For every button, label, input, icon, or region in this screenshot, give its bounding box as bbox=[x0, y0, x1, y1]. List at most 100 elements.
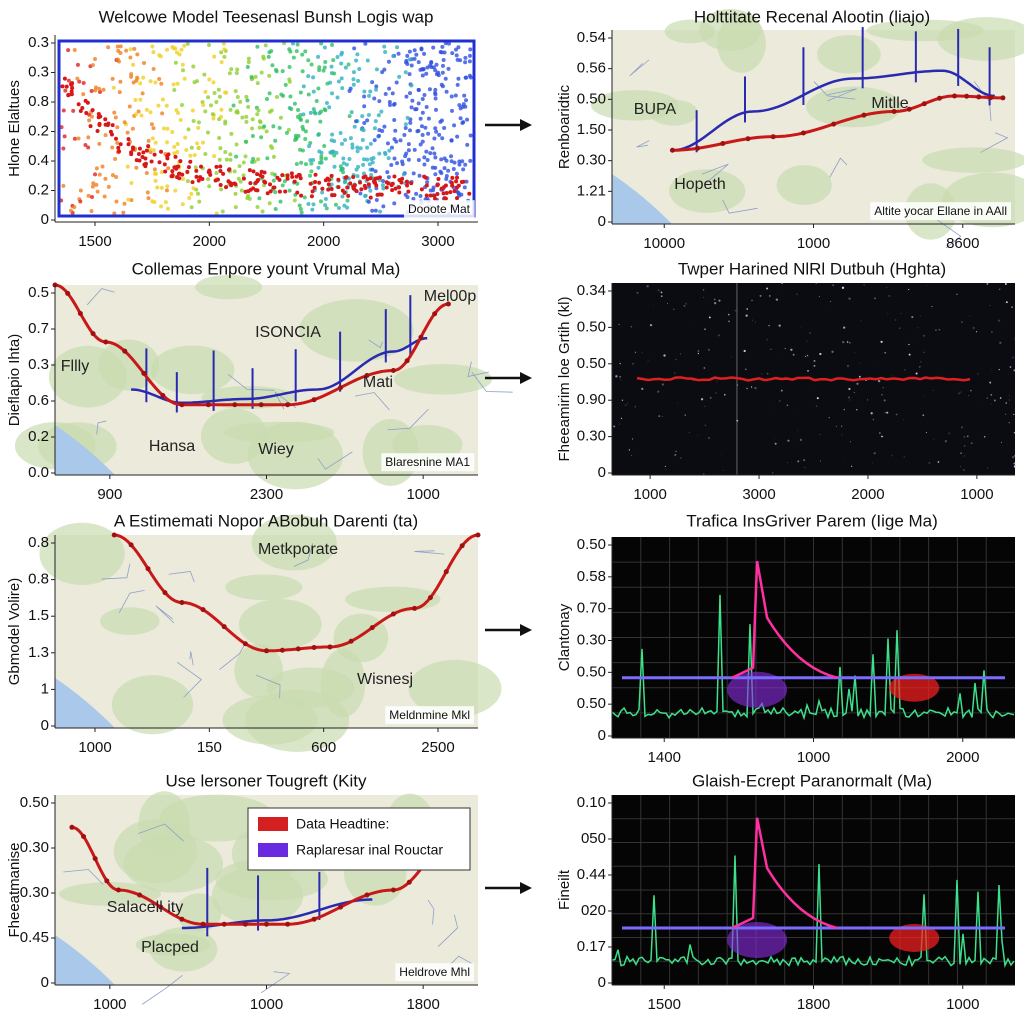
scatter-dot bbox=[422, 92, 427, 97]
scatter-dot bbox=[218, 169, 223, 174]
star bbox=[999, 288, 1001, 290]
scatter-dot bbox=[175, 142, 180, 147]
scatter-dot bbox=[273, 190, 278, 195]
star bbox=[708, 316, 711, 319]
red-dot bbox=[115, 887, 121, 893]
star bbox=[990, 330, 993, 333]
scatter-dot bbox=[175, 175, 180, 180]
map-terrain bbox=[266, 667, 355, 708]
x-tick-label: 1000 bbox=[633, 486, 666, 503]
y-tick-label: 020 bbox=[581, 902, 606, 919]
scatter-dot bbox=[308, 158, 313, 163]
star bbox=[886, 287, 888, 289]
scatter-dot bbox=[196, 178, 201, 183]
scatter-dot bbox=[77, 79, 82, 84]
scatter-dot bbox=[440, 70, 445, 75]
scatter-dot bbox=[333, 202, 338, 207]
scatter-dot bbox=[117, 149, 122, 154]
star bbox=[863, 366, 864, 367]
scatter-dot bbox=[128, 55, 133, 60]
scatter-dot bbox=[338, 131, 343, 136]
scatter-dot bbox=[394, 80, 399, 85]
scatter-dot bbox=[255, 81, 260, 86]
scatter-dot bbox=[118, 44, 123, 49]
star bbox=[977, 373, 979, 375]
scatter-dot bbox=[309, 62, 314, 67]
scatter-dot bbox=[373, 119, 378, 124]
map-annotation: Fllly bbox=[61, 358, 89, 375]
scatter-dot bbox=[130, 126, 135, 131]
scatter-dot bbox=[452, 160, 457, 165]
star bbox=[673, 372, 676, 374]
scatter-dot bbox=[306, 201, 311, 206]
scatter-dot bbox=[138, 81, 143, 86]
legend-label: Raplaresar inal Rouctar bbox=[296, 842, 443, 858]
scatter-dot bbox=[395, 45, 400, 50]
scatter-dot bbox=[291, 55, 296, 60]
star bbox=[713, 298, 716, 301]
map-border bbox=[471, 371, 513, 393]
scatter-dot bbox=[296, 107, 301, 112]
scatter-dot bbox=[301, 112, 306, 117]
scatter-dot bbox=[217, 136, 222, 141]
scatter-dot bbox=[97, 86, 102, 91]
star bbox=[843, 326, 846, 329]
scatter-dot bbox=[116, 48, 121, 53]
scatter-dot bbox=[377, 128, 382, 133]
scatter-dot bbox=[170, 130, 175, 135]
scatter-dot bbox=[370, 80, 375, 85]
y-axis-label: Fheeatmanise bbox=[6, 842, 23, 937]
scatter-dot bbox=[348, 136, 353, 141]
scatter-dot bbox=[330, 91, 335, 96]
star bbox=[849, 399, 851, 401]
scatter-dot bbox=[268, 189, 273, 194]
scatter-dot bbox=[83, 98, 88, 103]
scatter-dot bbox=[218, 183, 223, 188]
star bbox=[769, 407, 771, 409]
scatter-dot bbox=[436, 176, 441, 181]
scatter-dot bbox=[292, 101, 297, 106]
star bbox=[808, 389, 810, 391]
red-dot bbox=[179, 402, 185, 408]
scatter-dot bbox=[336, 177, 341, 182]
scatter-dot bbox=[165, 126, 170, 131]
scatter-dot bbox=[248, 181, 253, 186]
scatter-dot bbox=[86, 193, 91, 198]
scatter-dot bbox=[253, 74, 258, 79]
scatter-dot bbox=[432, 136, 437, 141]
red-dot bbox=[861, 112, 867, 118]
star bbox=[620, 379, 622, 381]
scatter-dot bbox=[95, 128, 100, 133]
map-annotation: Hopeth bbox=[674, 176, 726, 193]
scatter-dot bbox=[110, 76, 115, 81]
scatter-dot bbox=[300, 124, 305, 129]
star bbox=[825, 351, 827, 353]
scatter-dot bbox=[351, 82, 356, 87]
star bbox=[631, 454, 633, 456]
scatter-dot bbox=[323, 60, 328, 65]
map-border bbox=[141, 974, 183, 1005]
scatter-dot bbox=[450, 175, 455, 180]
star bbox=[1004, 282, 1007, 285]
map-annotation: Hansa bbox=[149, 438, 195, 455]
star bbox=[959, 391, 962, 394]
scatter-dot bbox=[407, 72, 412, 77]
scatter-dot bbox=[310, 189, 315, 194]
red-dot bbox=[369, 625, 375, 631]
scatter-dot bbox=[348, 86, 353, 91]
scatter-dot bbox=[115, 125, 120, 130]
scatter-dot bbox=[193, 165, 198, 170]
x-tick-label: 3000 bbox=[742, 486, 775, 503]
scatter-dot bbox=[163, 200, 168, 205]
scatter-dot bbox=[317, 65, 322, 70]
star bbox=[872, 462, 873, 464]
star bbox=[960, 321, 963, 324]
scatter-dot bbox=[89, 209, 94, 214]
star bbox=[922, 334, 926, 337]
scatter-dot bbox=[443, 196, 448, 201]
scatter-dot bbox=[435, 183, 440, 188]
scatter-dot bbox=[422, 51, 427, 56]
scatter-dot bbox=[358, 180, 363, 185]
scatter-dot bbox=[268, 182, 273, 187]
scatter-dot bbox=[363, 41, 368, 46]
